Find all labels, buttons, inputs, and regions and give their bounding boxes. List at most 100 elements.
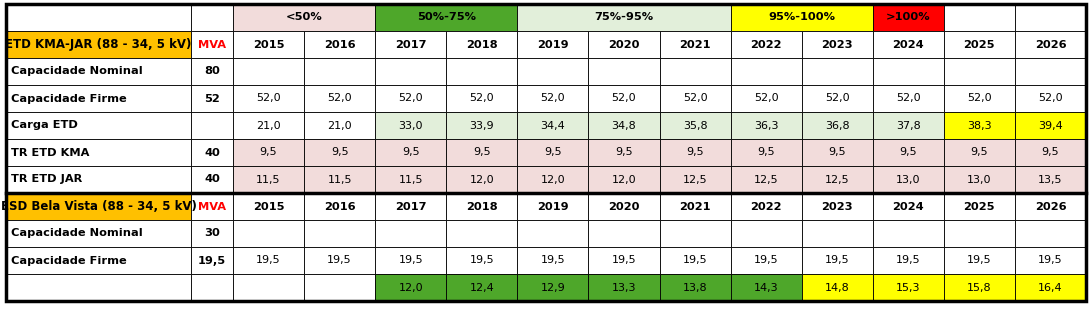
Text: 19,5: 19,5 — [682, 255, 708, 265]
Bar — [802, 58, 873, 85]
Bar — [731, 139, 802, 166]
Bar — [376, 85, 447, 112]
Bar — [447, 85, 518, 112]
Bar — [589, 166, 660, 193]
Bar — [233, 85, 304, 112]
Bar — [731, 85, 802, 112]
Text: 52,0: 52,0 — [895, 94, 921, 104]
Bar — [1014, 166, 1087, 193]
Text: 50%-75%: 50%-75% — [417, 13, 476, 23]
Text: Carga ETD: Carga ETD — [11, 121, 78, 131]
Text: 2017: 2017 — [395, 201, 427, 211]
Bar — [660, 31, 731, 58]
Text: 19,5: 19,5 — [824, 255, 850, 265]
Bar — [873, 139, 943, 166]
Text: 9,5: 9,5 — [829, 148, 846, 158]
Bar — [589, 139, 660, 166]
Text: 2022: 2022 — [750, 201, 782, 211]
Text: 2023: 2023 — [821, 40, 853, 50]
Bar — [518, 4, 731, 31]
Bar — [447, 274, 518, 301]
Bar — [376, 112, 447, 139]
Text: 19,5: 19,5 — [257, 255, 281, 265]
Bar — [660, 166, 731, 193]
Bar — [191, 31, 233, 58]
Bar — [802, 220, 873, 247]
Bar — [943, 274, 1014, 301]
Text: ESD Bela Vista (88 - 34, 5 kV): ESD Bela Vista (88 - 34, 5 kV) — [1, 200, 197, 213]
Bar — [873, 274, 943, 301]
Bar — [943, 193, 1014, 220]
Bar — [518, 274, 589, 301]
Bar — [304, 247, 376, 274]
Text: 2024: 2024 — [892, 201, 924, 211]
Text: 52,0: 52,0 — [824, 94, 850, 104]
Text: 9,5: 9,5 — [615, 148, 632, 158]
Text: 34,8: 34,8 — [612, 121, 637, 131]
Bar — [660, 247, 731, 274]
Bar — [447, 139, 518, 166]
Text: 19,5: 19,5 — [198, 255, 226, 265]
Text: 33,9: 33,9 — [470, 121, 494, 131]
Bar — [191, 85, 233, 112]
Text: 52,0: 52,0 — [257, 94, 281, 104]
Bar — [943, 85, 1014, 112]
Text: 19,5: 19,5 — [895, 255, 921, 265]
Text: 2020: 2020 — [608, 201, 640, 211]
Bar — [518, 85, 589, 112]
Bar — [589, 274, 660, 301]
Text: MVA: MVA — [198, 201, 226, 211]
Text: 19,5: 19,5 — [968, 255, 992, 265]
Text: 52,0: 52,0 — [968, 94, 992, 104]
Bar — [518, 166, 589, 193]
Bar — [518, 139, 589, 166]
Text: 37,8: 37,8 — [895, 121, 921, 131]
Text: 11,5: 11,5 — [257, 174, 281, 184]
Text: 2017: 2017 — [395, 40, 427, 50]
Bar — [731, 274, 802, 301]
Bar — [233, 31, 304, 58]
Bar — [304, 166, 376, 193]
Bar — [873, 193, 943, 220]
Bar — [447, 112, 518, 139]
Text: 19,5: 19,5 — [753, 255, 779, 265]
Text: Capacidade Nominal: Capacidade Nominal — [11, 228, 143, 238]
Bar — [589, 247, 660, 274]
Bar — [376, 58, 447, 85]
Text: 12,5: 12,5 — [753, 174, 779, 184]
Text: 15,8: 15,8 — [968, 282, 992, 292]
Text: 9,5: 9,5 — [331, 148, 348, 158]
Text: 52,0: 52,0 — [753, 94, 779, 104]
Bar — [304, 58, 376, 85]
Bar — [873, 4, 943, 31]
Bar — [943, 247, 1014, 274]
Bar — [660, 58, 731, 85]
Text: 9,5: 9,5 — [1042, 148, 1059, 158]
Text: 2019: 2019 — [537, 40, 569, 50]
Text: 33,0: 33,0 — [399, 121, 423, 131]
Bar — [589, 58, 660, 85]
Text: 9,5: 9,5 — [686, 148, 704, 158]
Text: 52,0: 52,0 — [541, 94, 566, 104]
Text: 9,5: 9,5 — [900, 148, 917, 158]
Text: 12,4: 12,4 — [470, 282, 495, 292]
Text: 36,3: 36,3 — [753, 121, 779, 131]
Text: 19,5: 19,5 — [470, 255, 494, 265]
Text: 19,5: 19,5 — [399, 255, 423, 265]
Text: 19,5: 19,5 — [328, 255, 352, 265]
Bar — [873, 85, 943, 112]
Bar — [447, 58, 518, 85]
Text: 9,5: 9,5 — [758, 148, 775, 158]
Text: 2016: 2016 — [324, 40, 355, 50]
Text: 40: 40 — [204, 148, 219, 158]
Text: Capacidade Firme: Capacidade Firme — [11, 255, 127, 265]
Bar — [802, 166, 873, 193]
Bar — [1014, 247, 1087, 274]
Text: MVA: MVA — [198, 40, 226, 50]
Bar — [518, 193, 589, 220]
Text: 14,8: 14,8 — [824, 282, 850, 292]
Bar — [873, 58, 943, 85]
Bar — [233, 247, 304, 274]
Bar — [802, 193, 873, 220]
Bar — [233, 166, 304, 193]
